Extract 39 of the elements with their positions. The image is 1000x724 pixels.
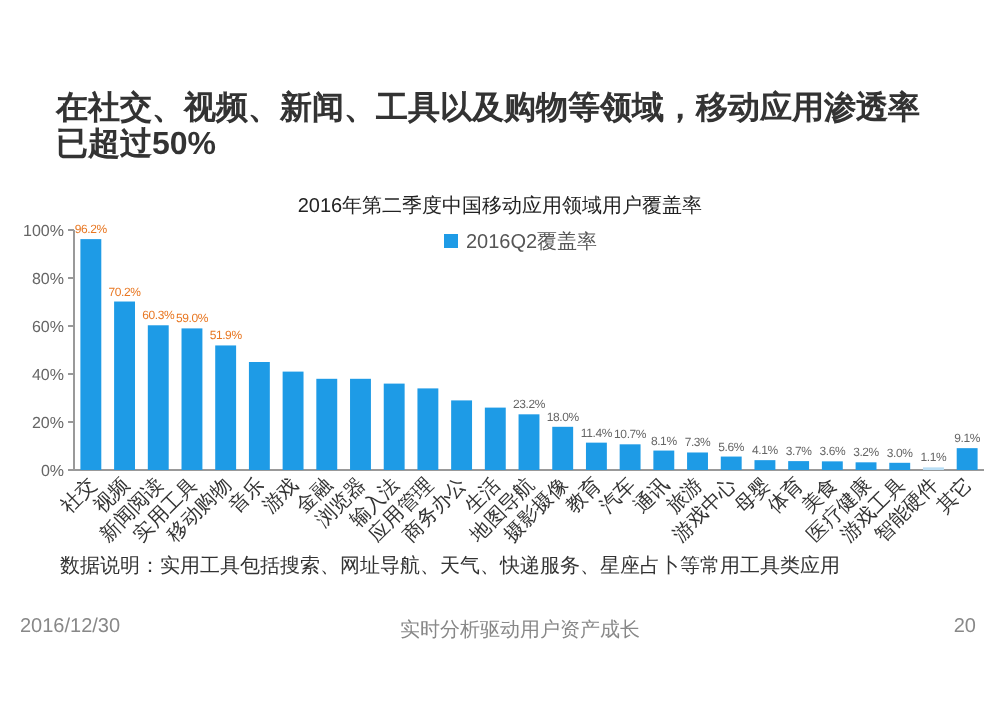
legend-label: 2016Q2覆盖率 (466, 230, 598, 254)
y-tick-label: 20% (31, 414, 64, 432)
bar (417, 388, 439, 470)
bar (80, 239, 102, 470)
bar (114, 301, 135, 470)
bar (383, 383, 405, 470)
bar (316, 378, 338, 470)
bar (215, 345, 237, 470)
bar (619, 444, 641, 470)
bar (821, 461, 843, 470)
chart-subtitle: 2016年第二季度中国移动应用领域用户覆盖率 (297, 194, 703, 218)
bar (687, 452, 708, 470)
bar (754, 460, 776, 470)
bar (181, 328, 203, 470)
bar (585, 442, 607, 470)
bar (282, 371, 304, 470)
text: 实时分析驱动用户资产成长 (400, 617, 640, 644)
bar (451, 400, 473, 470)
chart-title: 在社交、视频、新闻、工具以及购物等领域，移动应用渗透率已超过50% (56, 92, 922, 164)
bar (720, 456, 742, 470)
bar (248, 362, 270, 470)
bar (518, 414, 540, 470)
y-tick-label: 40% (31, 366, 64, 384)
bar (350, 378, 371, 470)
text: 2016/12/30 (20, 616, 121, 638)
bar (889, 462, 911, 470)
bar (552, 426, 574, 470)
y-tick-label: 0% (40, 462, 64, 480)
y-tick-label: 60% (31, 318, 64, 336)
bar (484, 407, 506, 470)
text: 数据说明：实用工具包括搜索、网址导航、天气、快递服务、星座占卜等常用工具类应用 (60, 553, 842, 580)
text: 20 (953, 616, 976, 638)
bar (956, 448, 978, 470)
y-tick-label: 80% (31, 270, 64, 288)
bar (855, 462, 877, 470)
bar (788, 461, 810, 470)
y-tick-label: 100% (23, 222, 64, 240)
bar (147, 325, 169, 470)
bar (653, 450, 675, 470)
